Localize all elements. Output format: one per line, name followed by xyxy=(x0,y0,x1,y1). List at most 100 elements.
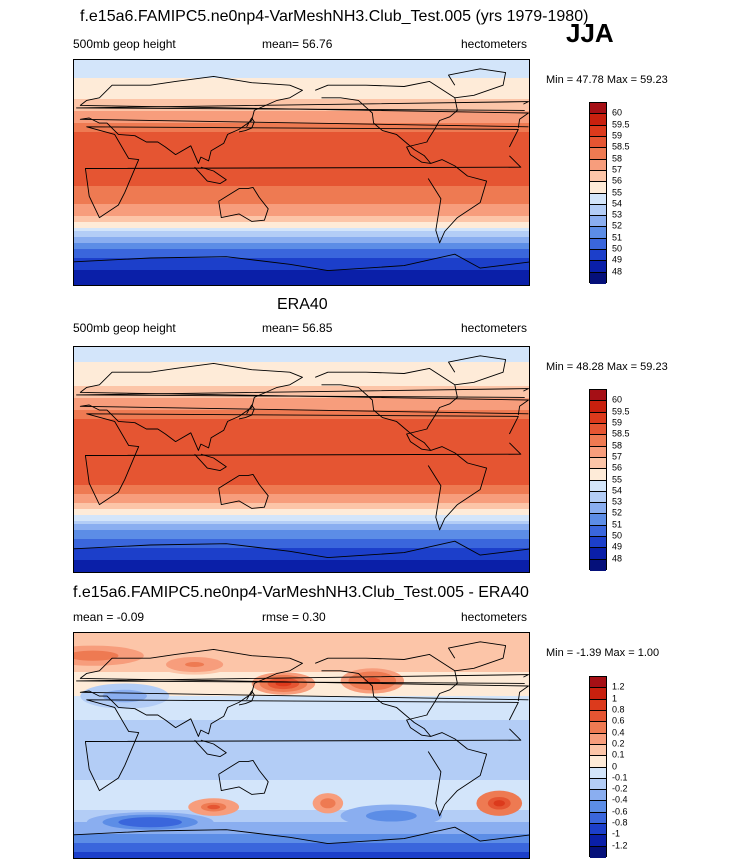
contour-band xyxy=(74,105,529,109)
contour-band xyxy=(74,822,529,826)
colorbar-swatch xyxy=(590,801,606,813)
contour-band xyxy=(74,440,529,444)
contour-band xyxy=(74,389,529,393)
contour-band xyxy=(74,78,529,82)
contour-band xyxy=(74,470,529,474)
contour-band xyxy=(74,479,529,483)
colorbar-tick-label: 0.6 xyxy=(612,715,625,726)
contour-band xyxy=(74,828,529,832)
contour-band xyxy=(74,60,529,64)
contour-band xyxy=(74,726,529,730)
contour-band xyxy=(74,807,529,811)
coastline xyxy=(448,641,507,672)
contour-band xyxy=(74,225,529,229)
contour-band xyxy=(74,693,529,697)
panel2-variable-label: 500mb geop height xyxy=(73,321,176,335)
colorbar-tick-label: -0.1 xyxy=(612,772,628,783)
contour-band xyxy=(74,539,529,543)
colorbar-swatch xyxy=(590,767,606,779)
panel2-minmax: Min = 48.28 Max = 59.23 xyxy=(546,361,668,373)
colorbar-swatch xyxy=(590,182,606,194)
contour-band xyxy=(74,285,530,286)
colorbar-swatch xyxy=(590,103,606,115)
contour-band xyxy=(74,452,529,456)
colorbar-swatch xyxy=(590,537,606,549)
contour-band xyxy=(74,527,529,531)
colorbar-tick-label: 59 xyxy=(612,130,623,141)
contour-band xyxy=(74,362,529,366)
contour-band xyxy=(74,350,529,354)
contour-band xyxy=(74,554,529,558)
contour-band xyxy=(74,831,529,835)
contour-band xyxy=(74,252,529,256)
contour-band xyxy=(74,633,529,637)
panel3-mean-label: mean = -0.09 xyxy=(73,610,145,624)
panel3-contour-plot xyxy=(74,633,529,858)
contour-band xyxy=(74,359,529,363)
contour-band xyxy=(74,404,529,408)
contour-band xyxy=(74,765,529,769)
contour-band xyxy=(74,90,529,94)
contour-band xyxy=(74,825,529,829)
contour-band xyxy=(74,545,529,549)
coastline xyxy=(84,126,522,219)
colorbar-swatch xyxy=(590,193,606,205)
contour-band xyxy=(74,648,529,652)
contour-band xyxy=(74,723,529,727)
colorbar-swatch xyxy=(590,688,606,700)
contour-band xyxy=(74,231,529,235)
contour-band xyxy=(74,551,529,555)
colorbar-tick-label: 58 xyxy=(612,153,623,164)
contour-band xyxy=(74,383,529,387)
contour-band xyxy=(74,672,529,676)
colorbar-tick-label: 49 xyxy=(612,541,623,552)
colorbar-swatch xyxy=(590,756,606,768)
contour-band xyxy=(74,353,529,357)
contour-band xyxy=(74,165,529,169)
coastline xyxy=(84,413,522,506)
coastline xyxy=(76,388,529,398)
contour-band xyxy=(74,117,529,121)
coastline xyxy=(315,367,458,451)
colorbar-tick-label: 48 xyxy=(612,266,623,277)
colorbar-tick-label: 49 xyxy=(612,254,623,265)
colorbar-swatch xyxy=(590,204,606,217)
contour-band xyxy=(74,282,529,285)
contour-band xyxy=(74,786,529,790)
colorbar-tick-label: -0.8 xyxy=(612,817,628,828)
contour-band xyxy=(74,365,529,369)
contour-band xyxy=(74,99,529,103)
contour-band xyxy=(74,183,529,187)
colorbar-swatch xyxy=(590,514,606,526)
contour-band xyxy=(74,563,529,567)
panel3-title: f.e15a6.FAMIPC5.ne0np4-VarMeshNH3.Club_T… xyxy=(73,584,529,601)
contour-band xyxy=(74,270,529,274)
contour-band xyxy=(74,207,529,211)
colorbar-swatch xyxy=(590,261,606,273)
coastline xyxy=(79,75,529,164)
contour-band xyxy=(74,500,529,504)
contour-band xyxy=(74,243,529,247)
contour-band xyxy=(74,401,529,405)
colorbar-tick-label: 0.1 xyxy=(612,749,625,760)
contour-band xyxy=(74,87,529,91)
contour-band xyxy=(74,810,529,814)
coastline xyxy=(238,690,255,706)
contour-band xyxy=(74,506,529,510)
contour-band xyxy=(74,804,529,808)
contour-band xyxy=(74,425,529,429)
contour-band xyxy=(74,213,529,217)
contour-band xyxy=(74,566,529,570)
contour-band xyxy=(74,497,529,501)
colorbar-swatch xyxy=(590,114,606,126)
contour-band xyxy=(74,852,529,856)
contour-band xyxy=(74,792,529,796)
colorbar-tick-label: 0.4 xyxy=(612,727,625,738)
colorbar-swatch xyxy=(590,457,606,470)
contour-band xyxy=(74,461,529,465)
contour-band xyxy=(74,837,529,841)
contour-band xyxy=(74,398,529,402)
anomaly-contour xyxy=(113,692,136,700)
contour-band xyxy=(74,702,529,706)
coastline xyxy=(427,159,488,244)
